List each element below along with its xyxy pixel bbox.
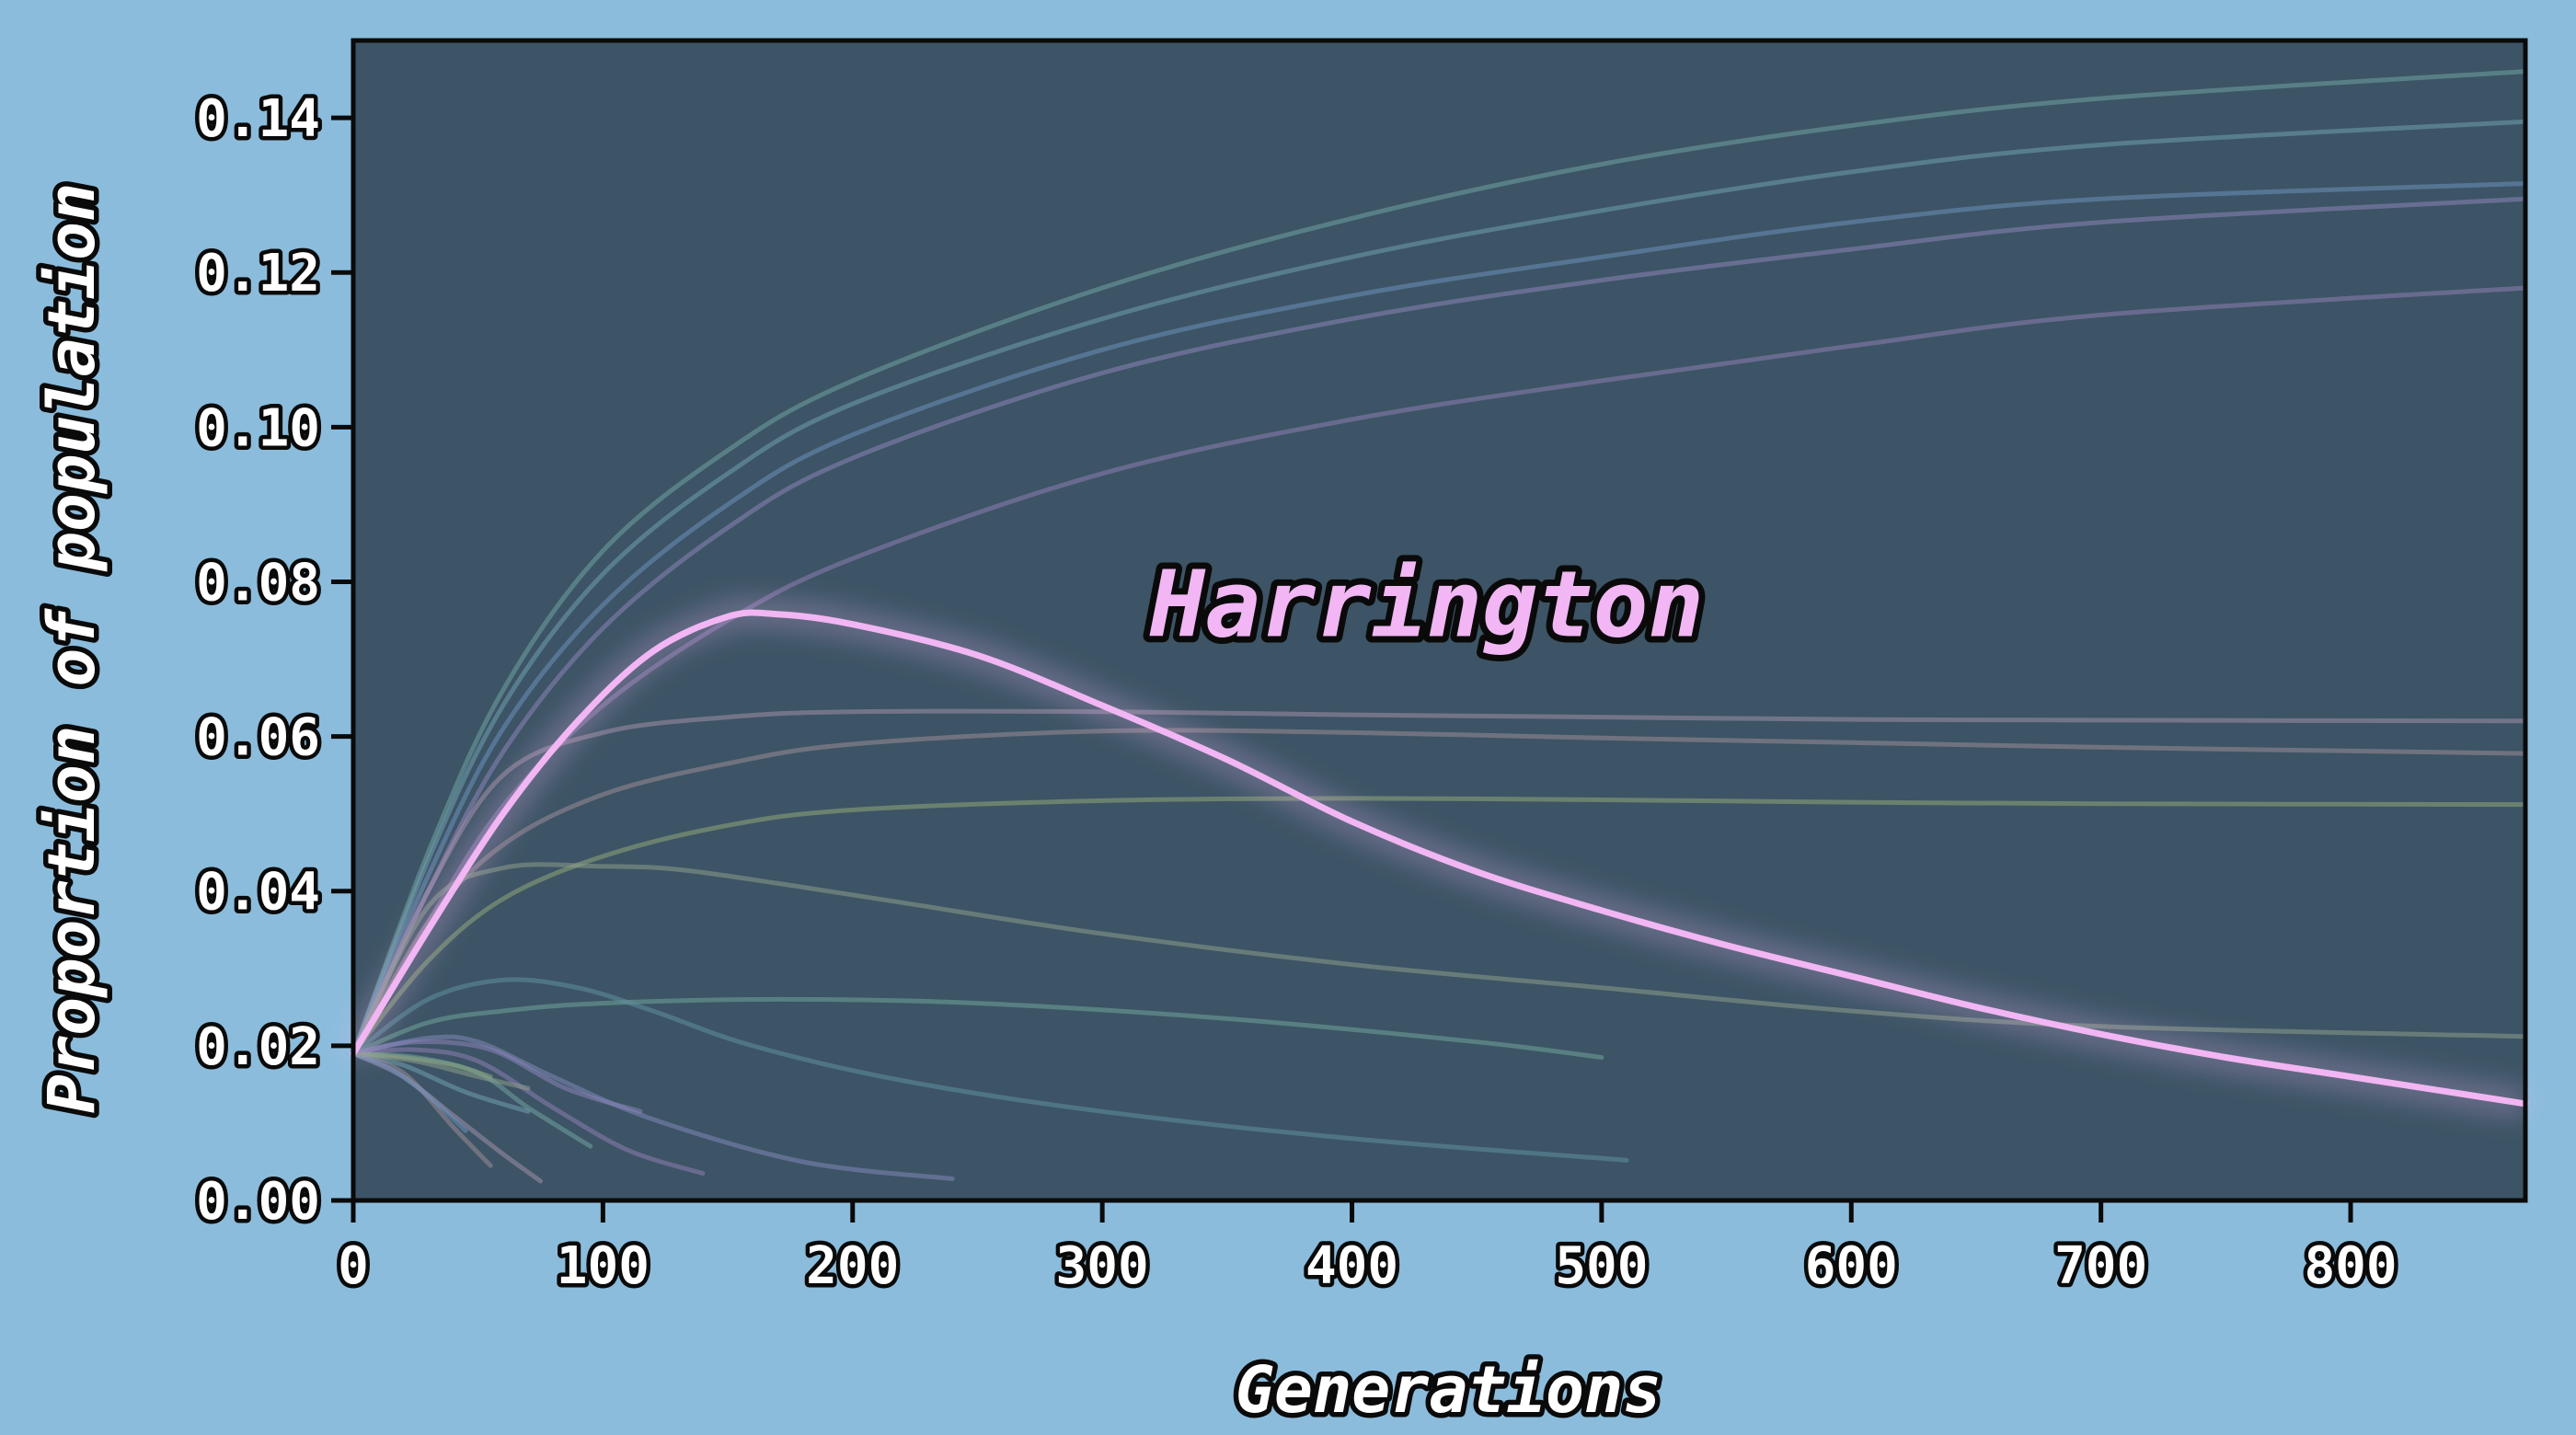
x-tick-label: 500 bbox=[1555, 1236, 1648, 1296]
background-series-line-20 bbox=[351, 1050, 468, 1133]
series-annotation: Harrington bbox=[1149, 550, 1704, 658]
background-series-line-21 bbox=[351, 1050, 531, 1091]
y-tick-label: 0.06 bbox=[196, 708, 320, 768]
x-tick-label: 600 bbox=[1805, 1236, 1898, 1296]
x-tick-label: 0 bbox=[338, 1236, 369, 1296]
y-tick-label: 0.02 bbox=[196, 1017, 320, 1077]
y-tick-label: 0.00 bbox=[196, 1172, 320, 1232]
x-tick-label: 400 bbox=[1305, 1236, 1398, 1296]
x-tick-label: 800 bbox=[2304, 1236, 2397, 1296]
x-tick-label: 300 bbox=[1056, 1236, 1149, 1296]
y-tick-label: 0.14 bbox=[196, 89, 320, 149]
y-tick-label: 0.04 bbox=[196, 863, 320, 923]
x-tick-label: 700 bbox=[2054, 1236, 2147, 1296]
plot-border bbox=[351, 38, 2528, 1203]
background-series-line-1 bbox=[351, 69, 2528, 1056]
x-axis-title: Generations bbox=[1236, 1352, 1662, 1428]
highlight-series-line bbox=[350, 609, 2529, 1108]
y-tick-label: 0.12 bbox=[196, 244, 320, 304]
y-tick-label: 0.10 bbox=[196, 398, 320, 458]
background-series-line-3 bbox=[351, 181, 2528, 1056]
background-series-line-19 bbox=[351, 1039, 643, 1114]
background-series-group bbox=[351, 69, 2528, 1184]
background-series-line-11 bbox=[351, 977, 1629, 1163]
y-axis-title: Proportion of population bbox=[34, 183, 109, 1113]
highlight-series-group bbox=[350, 609, 2529, 1108]
x-tick-label: 200 bbox=[806, 1236, 899, 1296]
background-series-line-4 bbox=[351, 196, 2528, 1056]
x-tick-label: 100 bbox=[557, 1236, 650, 1296]
background-series-line-8 bbox=[351, 796, 2528, 1056]
background-series-line-12 bbox=[351, 1034, 955, 1181]
axes: 0 100 200 300 400 500 600 700 800 0.00 0.02 0.04 0.0… bbox=[192, 86, 2401, 1301]
y-tick-label: 0.08 bbox=[196, 553, 320, 613]
background-series-line-2 bbox=[351, 119, 2528, 1056]
background-series-line-10 bbox=[351, 996, 1604, 1060]
